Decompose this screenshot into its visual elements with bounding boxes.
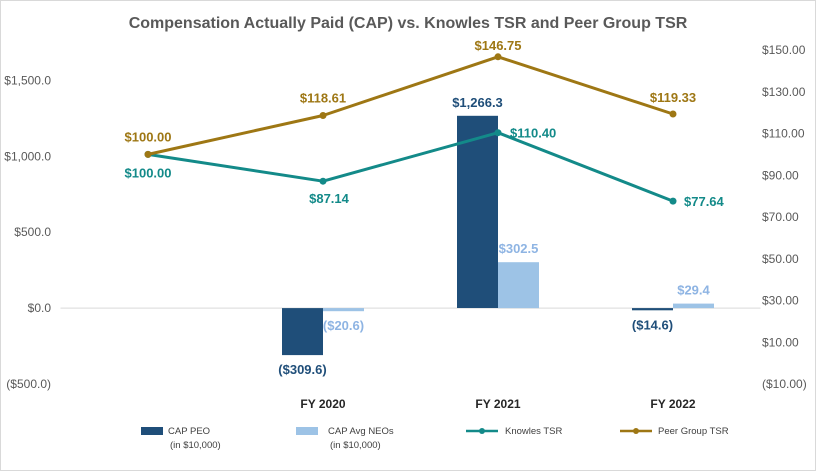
bar-cap-avg-neos-fy-2022 xyxy=(673,303,714,309)
legend-marker-knowles-tsr xyxy=(479,428,485,434)
point-peer-group-tsr-fy-2020 xyxy=(319,112,327,119)
data-label-peer-group-tsr-fy-2021: $146.75 xyxy=(475,38,522,53)
data-label-cap-avg-neos-fy-2022: $29.4 xyxy=(677,283,710,298)
legend-label-cap-avg-neos: CAP Avg NEOs xyxy=(328,426,394,437)
legend-marker-peer-group-tsr xyxy=(633,428,639,434)
lines xyxy=(144,53,677,205)
left-axis-tick-label: $1,500.0 xyxy=(4,73,51,87)
legend: CAP PEO (in $10,000) CAP Avg NEOs (in $1… xyxy=(141,426,729,451)
right-axis-tick-label: $30.00 xyxy=(762,294,799,308)
point-peer-group-tsr-fy-2022 xyxy=(669,110,677,118)
data-label-cap-peo-fy-2021: $1,266.3 xyxy=(452,95,503,110)
data-label-cap-avg-neos-fy-2021: $302.5 xyxy=(499,241,539,256)
right-axis-tick-label: $10.00 xyxy=(762,335,799,349)
line-peer-group-tsr xyxy=(146,55,675,156)
data-label-cap-peo-fy-2020: ($309.6) xyxy=(278,362,326,377)
bar-cap-avg-neos-fy-2020 xyxy=(323,308,364,312)
left-axis-tick-label: ($500.0) xyxy=(6,377,51,391)
bar-cap-peo-fy-2020 xyxy=(282,308,323,356)
point-peer-group-tsr-cat-0 xyxy=(144,150,152,158)
right-axis-tick-label: $130.00 xyxy=(762,85,806,99)
legend-item-cap-avg-neos: CAP Avg NEOs (in $10,000) xyxy=(296,426,394,451)
point-knowles-tsr-fy-2021 xyxy=(494,129,502,137)
right-axis-tick-label: $50.00 xyxy=(762,252,799,266)
data-label-knowles-tsr-fy-2021: $110.40 xyxy=(510,126,556,141)
legend-label-knowles-tsr: Knowles TSR xyxy=(505,426,563,437)
legend-item-peer-group-tsr: Peer Group TSR xyxy=(620,426,729,437)
bar-cap-peo-fy-2022 xyxy=(632,308,673,311)
legend-label-peer-group-tsr: Peer Group TSR xyxy=(658,426,729,437)
point-peer-group-tsr-fy-2021 xyxy=(494,53,502,61)
category-label-fy-2022: FY 2022 xyxy=(650,397,695,411)
chart-title: Compensation Actually Paid (CAP) vs. Kno… xyxy=(129,15,688,32)
data-label-peer-group-tsr-fy-2022: $119.33 xyxy=(650,90,696,105)
data-label-knowles-tsr-fy-2020: $87.14 xyxy=(309,191,350,206)
category-label-fy-2021: FY 2021 xyxy=(475,397,520,411)
left-axis-tick-label: $0.0 xyxy=(28,301,52,315)
point-knowles-tsr-fy-2020 xyxy=(319,177,327,185)
legend-label-cap-peo: CAP PEO xyxy=(168,426,210,437)
point-knowles-tsr-fy-2022 xyxy=(669,197,677,205)
data-label-peer-group-tsr-fy-2020: $118.61 xyxy=(300,91,346,106)
legend-note-cap-peo: (in $10,000) xyxy=(170,440,221,451)
left-axis-tick-label: $1,000.0 xyxy=(4,149,51,163)
data-label-peer-group-tsr-cat-0: $100.00 xyxy=(125,129,172,144)
right-axis-tick-label: $70.00 xyxy=(762,210,799,224)
line-knowles-tsr xyxy=(146,131,675,203)
legend-item-knowles-tsr: Knowles TSR xyxy=(466,426,563,437)
right-axis-tick-label: $150.00 xyxy=(762,43,806,57)
legend-note-cap-avg-neos: (in $10,000) xyxy=(330,440,381,451)
data-label-cap-peo-fy-2022: ($14.6) xyxy=(632,317,673,332)
category-label-fy-2020: FY 2020 xyxy=(300,397,345,411)
legend-swatch-cap-peo xyxy=(141,427,163,435)
bar-cap-avg-neos-fy-2021 xyxy=(498,262,539,309)
right-axis-tick-label: $90.00 xyxy=(762,168,799,182)
left-axis-tick-label: $500.0 xyxy=(14,225,51,239)
legend-item-cap-peo: CAP PEO (in $10,000) xyxy=(141,426,221,451)
data-label-knowles-tsr-cat-0: $100.00 xyxy=(125,165,172,180)
right-axis-tick-label: ($10.00) xyxy=(762,377,807,391)
bars xyxy=(282,115,714,356)
data-labels: ($309.6) $1,266.3 ($14.6) ($20.6) $302.5 $29.… xyxy=(125,38,725,377)
legend-swatch-cap-avg-neos xyxy=(296,427,318,435)
bar-cap-peo-fy-2021 xyxy=(457,115,498,308)
data-label-cap-avg-neos-fy-2020: ($20.6) xyxy=(323,318,364,333)
data-label-knowles-tsr-fy-2022: $77.64 xyxy=(684,194,725,209)
right-axis-tick-label: $110.00 xyxy=(762,127,805,141)
